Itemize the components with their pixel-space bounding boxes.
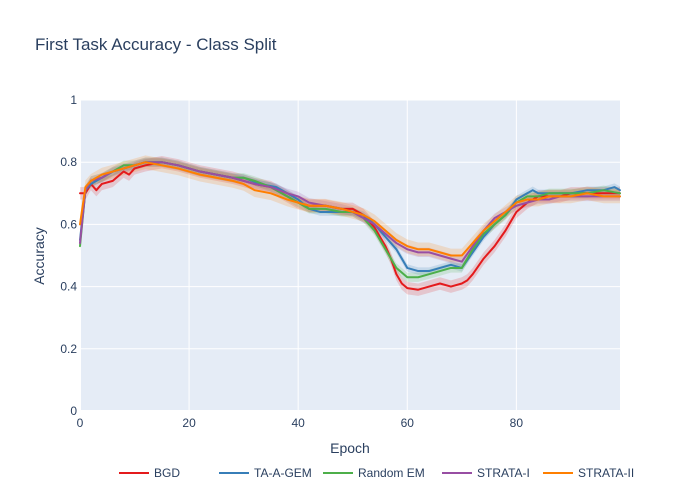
legend-item[interactable]: Random EM <box>323 466 425 480</box>
y-tick-label: 0.2 <box>60 342 77 356</box>
y-tick-label: 1 <box>70 93 77 107</box>
series-lines <box>79 161 621 291</box>
series-line <box>79 161 621 263</box>
legend-item[interactable]: BGD <box>119 466 180 480</box>
x-tick-label: 60 <box>401 416 415 430</box>
y-tick-label: 0.8 <box>60 155 77 169</box>
legend-label: STRATA-I <box>477 466 530 480</box>
tick-labels: 0 0.2 0.4 0.6 0.8 1 0 20 40 60 80 <box>60 93 523 430</box>
y-tick-label: 0 <box>70 404 77 418</box>
legend[interactable]: BGD TA-A-GEM Random EM STRATA-I STRATA-II <box>119 466 634 480</box>
x-tick-label: 0 <box>77 416 84 430</box>
x-axis-title: Epoch <box>330 440 370 456</box>
legend-label: TA-A-GEM <box>254 466 312 480</box>
legend-item[interactable]: TA-A-GEM <box>219 466 312 480</box>
y-axis-title: Accuracy <box>31 227 47 285</box>
x-tick-label: 80 <box>510 416 524 430</box>
legend-label: STRATA-II <box>578 466 634 480</box>
legend-item[interactable]: STRATA-II <box>543 466 634 480</box>
legend-item[interactable]: STRATA-I <box>442 466 530 480</box>
legend-label: BGD <box>154 466 180 480</box>
x-tick-label: 20 <box>182 416 196 430</box>
grid <box>79 99 620 412</box>
legend-label: Random EM <box>358 466 425 480</box>
series-band <box>80 155 620 296</box>
chart-title: First Task Accuracy - Class Split <box>35 35 277 54</box>
plot-area <box>80 100 620 411</box>
series-line <box>79 161 621 257</box>
y-tick-label: 0.6 <box>60 217 77 231</box>
y-tick-label: 0.4 <box>60 280 77 294</box>
x-tick-label: 40 <box>292 416 306 430</box>
